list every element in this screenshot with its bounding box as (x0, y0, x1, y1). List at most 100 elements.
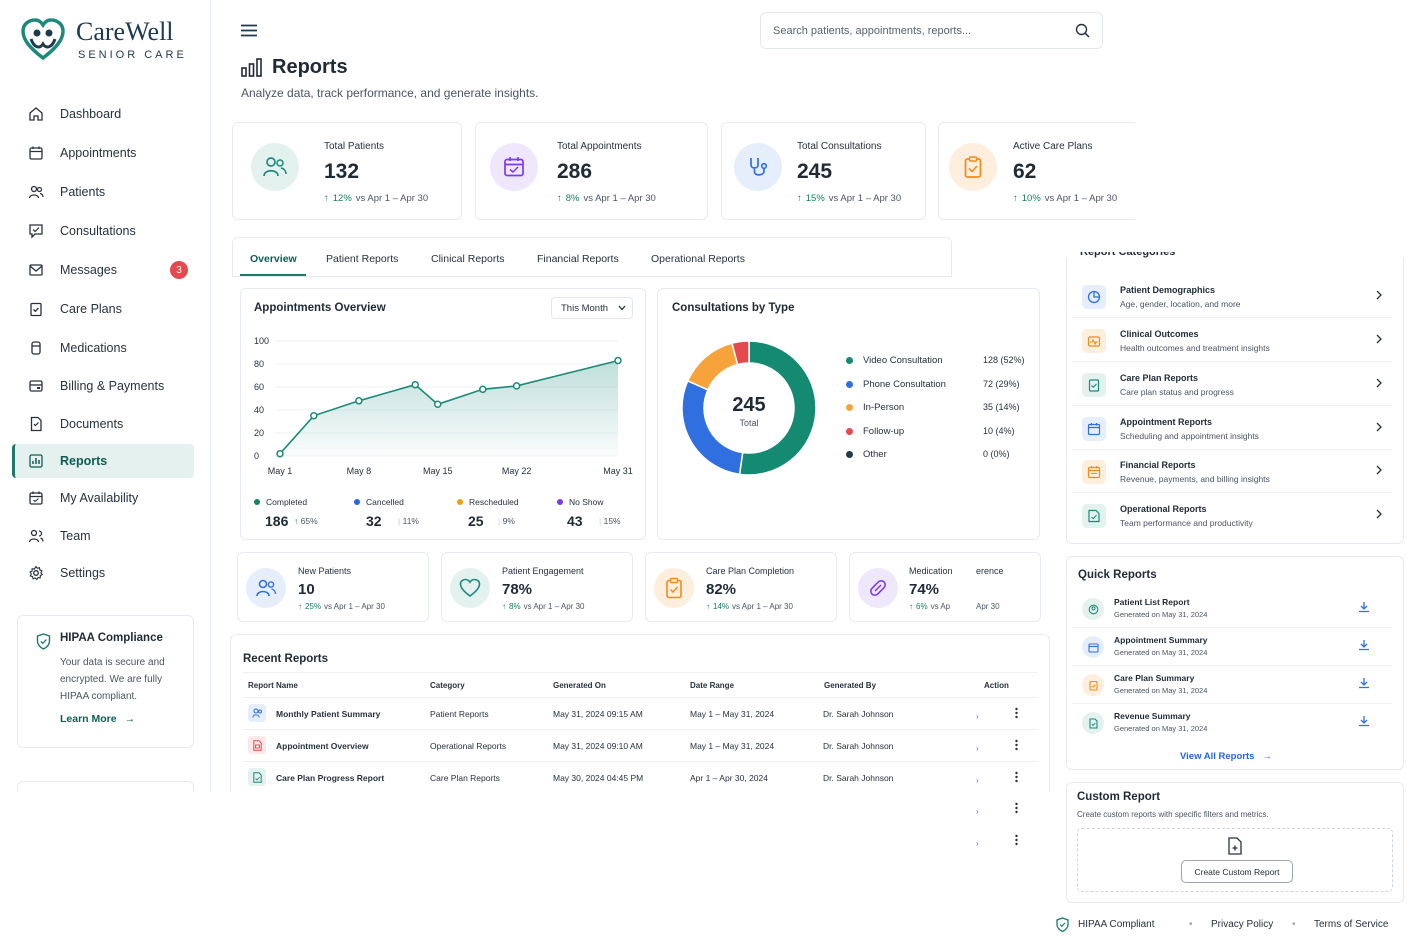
x-tick-label: May 1 (268, 466, 293, 476)
category-title: Appointment Reports (1120, 417, 1212, 427)
action-fragment-icon[interactable]: › (976, 839, 979, 848)
legend-swatch (846, 380, 853, 388)
action-fragment-icon[interactable]: › (976, 744, 979, 753)
stat-change: ↑ 15% vs Apr 1 – Apr 30 (797, 193, 901, 204)
x-tick-label: May 8 (347, 466, 372, 476)
table-cell-name[interactable]: Care Plan Progress Report (276, 773, 385, 783)
quick-report-care-plan-summary[interactable]: Care Plan Summary Generated on May 31, 2… (1072, 666, 1392, 704)
tab-operational-reports[interactable]: Operational Reports (651, 253, 745, 265)
kpi-range-fragment: Apr 30 (976, 602, 1000, 611)
legend-label: Follow-up (863, 425, 905, 437)
tab-patient-reports[interactable]: Patient Reports (326, 253, 399, 265)
table-cell-name[interactable]: Monthly Patient Summary (276, 709, 381, 719)
action-fragment-icon[interactable]: › (976, 807, 979, 816)
more-vertical-icon[interactable] (1014, 834, 1019, 846)
kpi-change-pct: 6% (916, 602, 928, 611)
up-arrow-icon: ↑ (298, 602, 302, 611)
table-cell-generated: May 30, 2024 04:45 PM (553, 773, 644, 783)
sidebar-item-label: Messages (60, 263, 117, 277)
hamburger-menu-icon[interactable] (241, 24, 257, 37)
footer-privacy-link[interactable]: Privacy Policy (1211, 919, 1274, 930)
table-cell-generated: May 31, 2024 09:15 AM (553, 709, 643, 719)
tab-financial-reports[interactable]: Financial Reports (537, 253, 619, 265)
kpi-card-medication-adherence: Medication 74% ↑ 6% vs Ap (849, 552, 957, 622)
sidebar-item-care-plans[interactable]: Care Plans (12, 292, 194, 326)
download-icon[interactable] (1358, 639, 1370, 651)
sidebar-item-patients[interactable]: Patients (12, 175, 194, 209)
donut-center-value: 245 (732, 394, 765, 416)
y-tick-label: 20 (254, 428, 264, 438)
pie-chart-icon (1082, 285, 1106, 309)
download-icon[interactable] (1358, 677, 1370, 689)
quick-report-appointment-summary[interactable]: Appointment Summary Generated on May 31,… (1072, 628, 1392, 666)
x-tick-label: May 31 (603, 466, 633, 476)
sidebar-item-reports[interactable]: Reports (12, 444, 194, 478)
operational-icon (1082, 504, 1106, 528)
period-dropdown[interactable]: This Month (551, 297, 633, 319)
sidebar-item-dashboard[interactable]: Dashboard (12, 97, 194, 131)
more-vertical-icon[interactable] (1014, 802, 1019, 814)
view-all-reports-link[interactable]: View All Reports → (1180, 751, 1272, 762)
hipaa-desc-line2: encrypted. We are fully (60, 674, 163, 685)
summary-completed-value: 186 (265, 513, 289, 529)
up-arrow-icon: ↑ (324, 193, 329, 204)
tab-clinical-reports[interactable]: Clinical Reports (431, 253, 505, 265)
summary-rescheduled-label: Rescheduled (457, 497, 519, 507)
category-operational-reports[interactable]: Operational Reports Team performance and… (1072, 497, 1392, 537)
data-point (411, 380, 419, 389)
table-cell-name[interactable]: Appointment Overview (276, 741, 369, 751)
sidebar-item-settings[interactable]: Settings (12, 556, 194, 590)
download-icon[interactable] (1358, 715, 1370, 727)
column-report-name[interactable]: Report Name (248, 681, 298, 690)
sidebar-item-team[interactable]: Team (12, 519, 194, 553)
users-icon (246, 568, 286, 608)
summary-no-show-pct: | 15% (599, 516, 621, 526)
tab-overview[interactable]: Overview (250, 253, 297, 265)
legend-value: 10 (4%) (983, 425, 1015, 436)
sidebar-item-medications[interactable]: Medications (12, 331, 194, 365)
category-patient-demographics[interactable]: Patient Demographics Age, gender, locati… (1072, 278, 1392, 318)
action-fragment-icon[interactable]: › (976, 776, 979, 785)
chevron-down-icon (618, 305, 626, 311)
sidebar-item-my-availability[interactable]: My Availability (12, 481, 194, 515)
category-care-plan-reports[interactable]: Care Plan Reports Care plan status and p… (1072, 366, 1392, 406)
download-icon[interactable] (1358, 601, 1370, 613)
create-custom-report-button[interactable]: Create Custom Report (1181, 860, 1293, 883)
more-vertical-icon[interactable] (1014, 739, 1019, 751)
more-vertical-icon[interactable] (1014, 771, 1019, 783)
table-cell-category: Patient Reports (430, 709, 489, 719)
category-clinical-outcomes[interactable]: Clinical Outcomes Health outcomes and tr… (1072, 322, 1392, 362)
sidebar-item-billing[interactable]: Billing & Payments (12, 369, 194, 403)
patient-report-icon (248, 704, 266, 722)
sidebar-item-documents[interactable]: Documents (12, 407, 194, 441)
learn-more-link[interactable]: Learn More → (60, 713, 179, 725)
column-date-range[interactable]: Date Range (690, 681, 735, 690)
action-fragment-icon[interactable]: › (976, 712, 979, 721)
logo[interactable]: CareWell SENIOR CARE (20, 18, 187, 62)
footer-terms-link[interactable]: Terms of Service (1314, 919, 1389, 930)
column-generated-on[interactable]: Generated On (553, 681, 606, 690)
quick-report-revenue-summary[interactable]: Revenue Summary Generated on May 31, 202… (1072, 704, 1392, 742)
more-vertical-icon[interactable] (1014, 707, 1019, 719)
category-financial-reports[interactable]: Financial Reports Revenue, payments, and… (1072, 453, 1392, 493)
quick-report-patient-list[interactable]: Patient List Report Generated on May 31,… (1072, 590, 1392, 628)
divider: | (498, 516, 501, 526)
search-icon[interactable] (1075, 23, 1090, 38)
sidebar-item-label: Reports (60, 454, 108, 468)
chevron-right-icon (1376, 334, 1382, 344)
sidebar-item-messages[interactable]: Messages 3 (12, 253, 194, 287)
column-category[interactable]: Category (430, 681, 465, 690)
sidebar-item-appointments[interactable]: Appointments (12, 136, 194, 170)
footer-separator: • (1292, 919, 1296, 930)
patient-list-icon (1082, 598, 1104, 620)
sidebar-profile-card (17, 781, 194, 792)
column-generated-by[interactable]: Generated By (824, 681, 877, 690)
summary-pct-text: 15% (603, 516, 621, 526)
row-divider (243, 729, 1038, 730)
table-header (243, 672, 1038, 698)
category-appointment-reports[interactable]: Appointment Reports Scheduling and appoi… (1072, 410, 1392, 450)
search-input[interactable]: Search patients, appointments, reports..… (760, 12, 1103, 49)
category-title: Patient Demographics (1120, 285, 1216, 295)
sidebar-item-consultations[interactable]: Consultations (12, 214, 194, 248)
kpi-change-range: vs Apr 1 – Apr 30 (732, 602, 793, 611)
